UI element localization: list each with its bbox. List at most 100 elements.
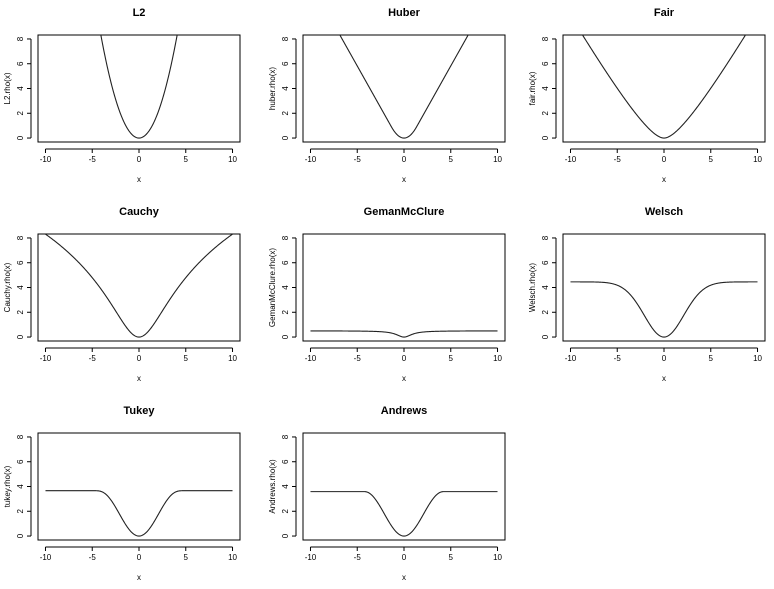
rho-curve bbox=[339, 35, 469, 139]
y-tick-label: 0 bbox=[281, 533, 290, 538]
y-tick-label: 0 bbox=[281, 334, 290, 339]
x-tick-label: 0 bbox=[402, 553, 407, 562]
x-tick-label: -5 bbox=[354, 553, 362, 562]
y-tick-label: 0 bbox=[541, 334, 550, 339]
x-tick-label: 0 bbox=[402, 155, 407, 164]
panel-fair: Fair -10 -5 0 5 10 x 0 2 4 6 8 fair.rho(x) bbox=[528, 7, 766, 184]
x-tick-label: -10 bbox=[305, 553, 317, 562]
x-tick-label: 0 bbox=[137, 354, 142, 363]
panel-title: GemanMcClure bbox=[364, 206, 445, 218]
x-tick-label: -5 bbox=[354, 354, 362, 363]
plot-frame bbox=[562, 233, 766, 342]
y-axis-label: GemanMcClure.rho(x) bbox=[268, 248, 277, 327]
y-tick-label: 0 bbox=[16, 334, 25, 339]
x-tick-label: 10 bbox=[228, 553, 237, 562]
y-tick-label: 8 bbox=[16, 36, 25, 41]
x-tick-label: -10 bbox=[40, 155, 52, 164]
rho-curve bbox=[45, 490, 233, 537]
y-tick-label: 8 bbox=[16, 434, 25, 439]
x-tick-label: -10 bbox=[305, 155, 317, 164]
y-axis: 0 2 4 6 8 bbox=[281, 235, 297, 339]
x-axis-label: x bbox=[137, 175, 141, 184]
y-tick-label: 2 bbox=[16, 309, 25, 314]
y-tick-label: 6 bbox=[541, 61, 550, 66]
y-tick-label: 2 bbox=[281, 309, 290, 314]
y-axis: 0 2 4 6 8 bbox=[16, 36, 32, 140]
x-tick-label: -10 bbox=[305, 354, 317, 363]
x-axis: -10 -5 0 5 10 bbox=[305, 148, 503, 164]
x-tick-label: -5 bbox=[354, 155, 362, 164]
x-tick-label: 0 bbox=[662, 155, 667, 164]
panel-title: L2 bbox=[133, 7, 146, 19]
y-tick-label: 4 bbox=[281, 484, 290, 489]
y-tick-label: 2 bbox=[541, 309, 550, 314]
y-axis-label: huber.rho(x) bbox=[268, 67, 277, 110]
rho-curve bbox=[310, 491, 498, 537]
x-axis-label: x bbox=[402, 175, 406, 184]
x-tick-label: 5 bbox=[709, 155, 714, 164]
y-axis-label: fair.rho(x) bbox=[528, 71, 537, 105]
x-tick-label: 10 bbox=[228, 155, 237, 164]
y-tick-label: 6 bbox=[281, 459, 290, 464]
x-tick-label: -5 bbox=[89, 155, 97, 164]
y-tick-label: 4 bbox=[281, 86, 290, 91]
y-tick-label: 0 bbox=[281, 135, 290, 140]
rho-curve bbox=[45, 234, 233, 338]
y-axis: 0 2 4 6 8 bbox=[16, 434, 32, 538]
x-axis: -10 -5 0 5 10 bbox=[40, 347, 238, 363]
rho-curve bbox=[570, 281, 758, 338]
x-tick-label: 10 bbox=[493, 553, 502, 562]
y-axis: 0 2 4 6 8 bbox=[541, 36, 557, 140]
x-tick-label: 5 bbox=[709, 354, 714, 363]
x-tick-label: -5 bbox=[89, 553, 97, 562]
y-tick-label: 4 bbox=[16, 285, 25, 290]
x-axis: -10 -5 0 5 10 bbox=[305, 347, 503, 363]
x-tick-label: 5 bbox=[449, 354, 454, 363]
x-axis-label: x bbox=[402, 573, 406, 582]
x-axis-label: x bbox=[137, 573, 141, 582]
x-tick-label: 0 bbox=[137, 155, 142, 164]
y-axis: 0 2 4 6 8 bbox=[541, 235, 557, 339]
y-tick-label: 2 bbox=[281, 110, 290, 115]
y-tick-label: 0 bbox=[541, 135, 550, 140]
y-axis-label: L2.rho(x) bbox=[3, 72, 12, 104]
x-tick-label: 5 bbox=[449, 155, 454, 164]
y-axis-label: Cauchy.rho(x) bbox=[3, 262, 12, 312]
y-tick-label: 4 bbox=[541, 86, 550, 91]
x-axis: -10 -5 0 5 10 bbox=[565, 347, 763, 363]
panel-andrews: Andrews -10 -5 0 5 10 x 0 2 4 6 8 Andrews.rho(x) bbox=[268, 405, 506, 582]
y-tick-label: 6 bbox=[16, 61, 25, 66]
x-tick-label: 5 bbox=[184, 354, 189, 363]
x-axis: -10 -5 0 5 10 bbox=[40, 546, 238, 562]
panel-welsch: Welsch -10 -5 0 5 10 x 0 2 4 6 8 Welsch.rho(x) bbox=[528, 206, 766, 383]
x-tick-label: -10 bbox=[565, 354, 577, 363]
x-tick-label: 5 bbox=[449, 553, 454, 562]
y-tick-label: 6 bbox=[541, 260, 550, 265]
panel-title: Welsch bbox=[645, 206, 684, 218]
x-tick-label: -10 bbox=[40, 553, 52, 562]
x-axis-label: x bbox=[402, 374, 406, 383]
y-tick-label: 2 bbox=[541, 110, 550, 115]
x-tick-label: -5 bbox=[614, 354, 622, 363]
y-axis-label: tukey.rho(x) bbox=[3, 465, 12, 507]
y-tick-label: 8 bbox=[281, 235, 290, 240]
y-tick-label: 6 bbox=[281, 61, 290, 66]
x-tick-label: 10 bbox=[753, 155, 762, 164]
y-tick-label: 2 bbox=[16, 110, 25, 115]
plot-frame bbox=[37, 34, 241, 143]
y-tick-label: 4 bbox=[16, 86, 25, 91]
x-axis-label: x bbox=[662, 175, 666, 184]
y-axis: 0 2 4 6 8 bbox=[281, 36, 297, 140]
y-axis: 0 2 4 6 8 bbox=[16, 235, 32, 339]
panel-title: Huber bbox=[388, 7, 421, 19]
x-tick-label: -5 bbox=[89, 354, 97, 363]
rho-curve bbox=[581, 35, 747, 139]
y-tick-label: 2 bbox=[281, 508, 290, 513]
y-tick-label: 4 bbox=[541, 285, 550, 290]
plot-frame bbox=[302, 432, 506, 541]
y-tick-label: 0 bbox=[16, 533, 25, 538]
x-tick-label: 0 bbox=[402, 354, 407, 363]
panel-title: Cauchy bbox=[119, 206, 160, 218]
x-axis-label: x bbox=[662, 374, 666, 383]
y-axis: 0 2 4 6 8 bbox=[281, 434, 297, 538]
